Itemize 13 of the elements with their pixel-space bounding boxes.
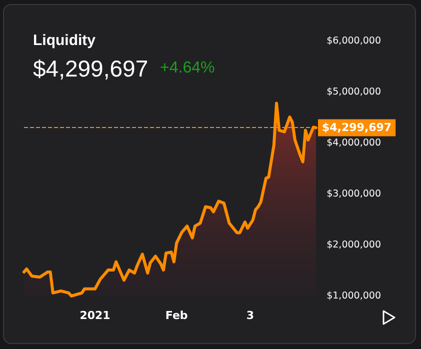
ref-line-label: $4,299,697 [322, 121, 392, 134]
chart-title: Liquidity [33, 32, 96, 49]
y-tick-label: $3,000,000 [326, 188, 381, 200]
y-tick-label: $5,000,000 [326, 86, 381, 98]
y-tick-label: $2,000,000 [326, 240, 381, 250]
y-tick-label: $4,000,000 [326, 138, 381, 148]
x-tick-label: 3 [246, 309, 254, 322]
x-tick-label: 2021 [80, 309, 110, 322]
y-tick-label: $1,000,000 [326, 290, 381, 302]
text: $4,299,697 [33, 56, 148, 82]
y-tick-label: $6,000,000 [326, 36, 381, 46]
x-tick-label: Feb [165, 309, 188, 322]
annotation: +4.64% [160, 60, 215, 76]
